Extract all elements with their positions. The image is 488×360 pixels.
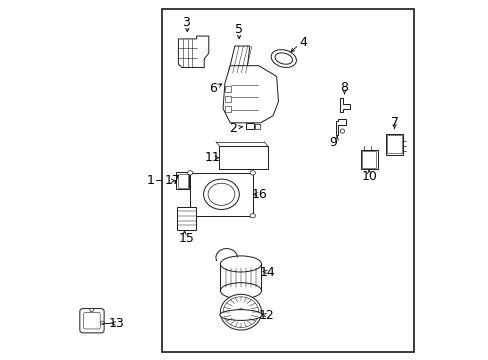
Bar — [219, 146, 267, 169]
Polygon shape — [223, 66, 278, 123]
Ellipse shape — [340, 129, 344, 133]
Bar — [190, 173, 252, 216]
Bar — [360, 150, 377, 169]
Text: 14: 14 — [259, 266, 275, 279]
Ellipse shape — [237, 309, 244, 316]
Bar — [224, 86, 231, 92]
Text: 7: 7 — [390, 116, 398, 129]
Ellipse shape — [187, 213, 192, 218]
Ellipse shape — [249, 171, 255, 175]
Text: 5: 5 — [235, 23, 243, 36]
Text: 16: 16 — [251, 188, 267, 201]
Bar — [162, 9, 413, 352]
Bar — [224, 96, 231, 102]
Text: 4: 4 — [299, 36, 307, 49]
Text: 3: 3 — [181, 16, 189, 29]
Text: 2: 2 — [229, 122, 237, 135]
FancyBboxPatch shape — [80, 309, 104, 333]
Polygon shape — [335, 119, 346, 135]
Text: 17: 17 — [164, 174, 180, 187]
Ellipse shape — [101, 321, 104, 325]
Ellipse shape — [187, 171, 192, 175]
Ellipse shape — [274, 53, 292, 64]
Bar — [224, 106, 231, 112]
Ellipse shape — [220, 310, 262, 320]
Text: 6: 6 — [209, 82, 217, 95]
Text: 9: 9 — [328, 136, 336, 149]
Bar — [176, 172, 189, 189]
Text: 10: 10 — [361, 170, 376, 183]
Polygon shape — [340, 98, 349, 112]
Ellipse shape — [249, 213, 255, 218]
Text: 13: 13 — [108, 317, 124, 330]
Text: 15: 15 — [178, 233, 194, 246]
Text: 8: 8 — [340, 81, 348, 94]
Bar — [255, 124, 259, 129]
Ellipse shape — [203, 179, 239, 210]
Polygon shape — [178, 36, 208, 67]
Polygon shape — [228, 46, 249, 73]
Bar — [361, 151, 376, 168]
Text: 11: 11 — [204, 151, 220, 164]
Ellipse shape — [90, 308, 93, 312]
Bar — [386, 135, 401, 153]
Bar — [177, 174, 187, 188]
Ellipse shape — [220, 283, 261, 299]
Bar — [245, 123, 253, 129]
Text: 12: 12 — [258, 309, 274, 322]
Bar — [176, 207, 196, 230]
Ellipse shape — [220, 294, 261, 330]
Ellipse shape — [271, 50, 296, 67]
Text: 1: 1 — [146, 174, 154, 186]
Ellipse shape — [220, 256, 261, 272]
Bar — [385, 134, 403, 155]
